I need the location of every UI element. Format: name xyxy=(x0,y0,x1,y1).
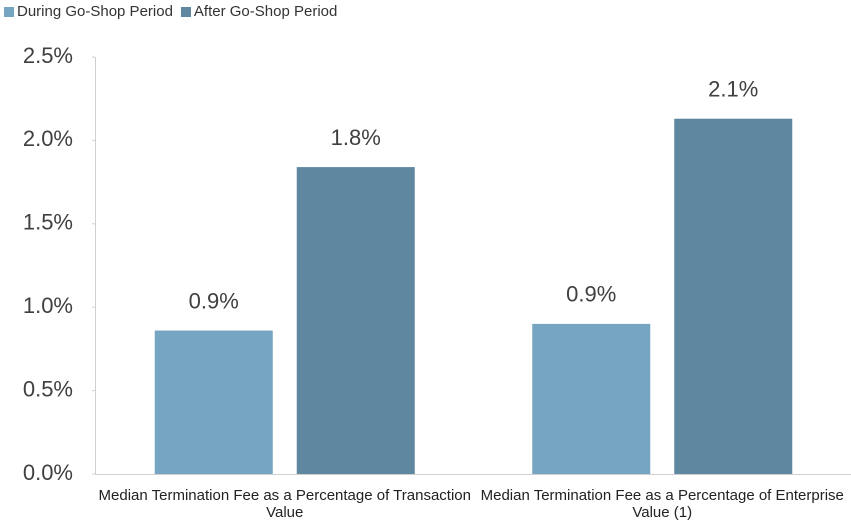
legend-swatch xyxy=(180,6,191,17)
y-tick-label: 0.0% xyxy=(23,460,73,485)
y-tick-label: 1.0% xyxy=(23,293,73,318)
y-tick-label: 2.5% xyxy=(23,43,73,68)
y-tick-label: 2.0% xyxy=(23,126,73,151)
legend-item: During Go-Shop Period xyxy=(4,3,173,20)
legend-item: After Go-Shop Period xyxy=(180,3,338,20)
legend-label: During Go-Shop Period xyxy=(17,3,173,20)
data-label: 2.1% xyxy=(708,77,758,102)
bar xyxy=(532,323,651,474)
x-tick-label: Median Termination Fee as a Percentage o… xyxy=(480,487,844,521)
x-tick-label: Median Termination Fee as a Percentage o… xyxy=(98,487,471,521)
y-tick-label: 0.5% xyxy=(23,376,73,401)
bar xyxy=(674,118,793,474)
data-label: 1.8% xyxy=(331,125,381,150)
y-tick-label: 1.5% xyxy=(23,210,73,235)
legend-swatch xyxy=(4,6,14,17)
legend-label: After Go-Shop Period xyxy=(193,3,338,20)
bar xyxy=(296,167,415,474)
data-label: 0.9% xyxy=(566,282,616,307)
data-label: 0.9% xyxy=(189,288,239,313)
bar xyxy=(154,330,273,474)
